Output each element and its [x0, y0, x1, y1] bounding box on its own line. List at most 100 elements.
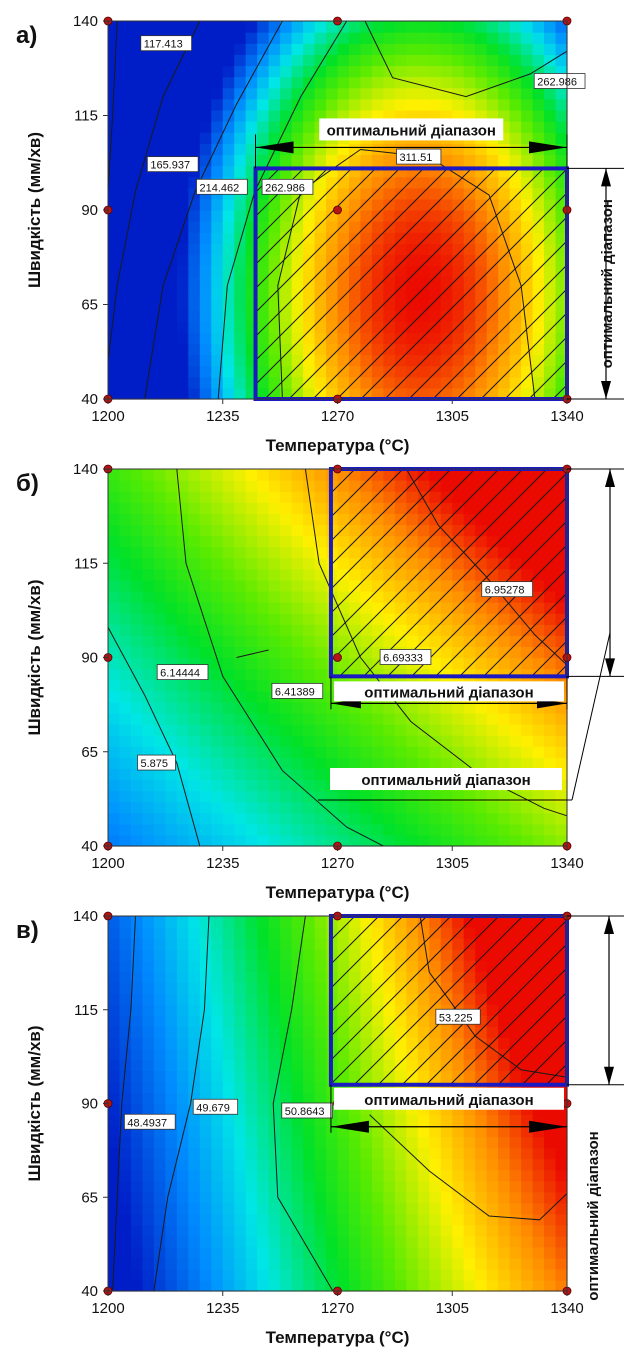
heatmap-cell — [303, 387, 316, 400]
heatmap-cell — [291, 276, 304, 289]
heatmap-cell — [176, 1125, 189, 1138]
heatmap-cell — [383, 1169, 396, 1182]
heatmap-cell — [188, 310, 201, 322]
heatmap-cell — [199, 1169, 212, 1182]
heatmap-cell — [348, 143, 362, 156]
heatmap-cell — [199, 1015, 212, 1027]
heatmap-cell — [245, 210, 258, 222]
heatmap-cell — [211, 982, 224, 994]
heatmap-cell — [153, 657, 166, 670]
heatmap-cell — [532, 1257, 545, 1270]
heatmap-cell — [268, 735, 281, 747]
heatmap-cell — [555, 387, 568, 400]
heatmap-cell — [268, 812, 281, 825]
heatmap-cell — [142, 535, 155, 548]
heatmap-cell — [326, 87, 339, 100]
heatmap-cell — [268, 701, 281, 714]
heatmap-cell — [326, 757, 339, 769]
heatmap-cell — [394, 823, 407, 836]
heatmap-cell — [303, 823, 316, 836]
heatmap-cell — [475, 513, 488, 526]
heatmap-cell — [509, 365, 522, 378]
heatmap-cell — [280, 480, 293, 492]
heatmap-cell — [486, 960, 499, 972]
heatmap-cell — [153, 1059, 166, 1072]
heatmap-cell — [486, 1268, 499, 1281]
heatmap-cell — [257, 557, 270, 570]
heatmap-cell — [521, 1180, 534, 1193]
heatmap-cell — [417, 1257, 430, 1270]
heatmap-cell — [314, 480, 327, 492]
heatmap-cell — [188, 1180, 201, 1193]
heatmap-cell — [119, 321, 132, 333]
heatmap-cell — [280, 812, 293, 825]
heatmap-cell — [544, 43, 557, 55]
heatmap-cell — [211, 298, 224, 311]
heatmap-cell — [280, 960, 293, 972]
heatmap-cell — [199, 757, 212, 769]
heatmap-cell — [280, 624, 293, 636]
heatmap-cell — [291, 768, 304, 781]
heatmap-cell — [383, 387, 396, 400]
heatmap-cell — [314, 834, 327, 847]
heatmap-cell — [314, 321, 327, 333]
heatmap-cell — [245, 143, 258, 156]
heatmap-cell — [544, 387, 557, 400]
heatmap-cell — [326, 365, 339, 378]
heatmap-cell — [108, 1279, 121, 1292]
heatmap-cell — [429, 1136, 442, 1149]
heatmap-cell — [383, 1224, 396, 1237]
heatmap-cell — [188, 43, 201, 55]
heatmap-cell — [130, 535, 144, 548]
heatmap-cell — [291, 1235, 304, 1248]
heatmap-cell — [406, 701, 419, 714]
heatmap-cell — [314, 1235, 327, 1248]
heatmap-cell — [291, 1026, 304, 1038]
heatmap-cell — [429, 927, 442, 939]
contour-label-box — [140, 35, 192, 52]
heatmap-cell — [303, 668, 316, 681]
heatmap-cell — [130, 276, 144, 289]
heatmap-cell — [498, 1125, 511, 1138]
heatmap-cell — [463, 1235, 476, 1248]
heatmap-cell — [348, 735, 362, 747]
heatmap-cell — [142, 1125, 155, 1138]
heatmap-cell — [371, 254, 384, 267]
heatmap-cell — [257, 243, 270, 256]
heatmap-cell — [440, 1268, 453, 1281]
heatmap-cell — [234, 949, 247, 961]
heatmap-cell — [234, 343, 247, 356]
heatmap-cell — [532, 365, 545, 378]
heatmap-cell — [509, 87, 522, 100]
heatmap-cell — [475, 960, 488, 972]
heatmap-cell — [119, 1279, 132, 1292]
heatmap-cell — [142, 332, 155, 345]
heatmap-cell — [211, 321, 224, 333]
heatmap-cell — [521, 513, 534, 526]
heatmap-cell — [303, 568, 316, 581]
heatmap-cell — [165, 354, 178, 367]
heatmap-cell — [544, 916, 557, 928]
heatmap-cell — [130, 590, 144, 603]
heatmap-cell — [521, 65, 534, 78]
range-label-vertical: оптимальний діапазон — [599, 199, 616, 368]
arrowhead-right — [529, 141, 567, 154]
heatmap-cell — [371, 701, 384, 714]
contour-label-box — [281, 1102, 333, 1119]
heatmap-cell — [383, 624, 396, 636]
heatmap-cell — [234, 590, 247, 603]
heatmap-cell — [440, 993, 453, 1005]
heatmap-cell — [153, 54, 166, 67]
heatmap-cell — [429, 757, 442, 769]
heatmap-cell — [108, 1158, 121, 1171]
heatmap-cell — [394, 1004, 407, 1016]
heatmap-cell — [348, 746, 362, 758]
heatmap-cell — [337, 221, 350, 233]
heatmap-cell — [429, 287, 442, 300]
heatmap-cell — [257, 679, 270, 692]
heatmap-cell — [406, 513, 419, 526]
heatmap-cell — [429, 823, 442, 836]
heatmap-cell — [314, 232, 327, 244]
heatmap-cell — [498, 1169, 511, 1182]
heatmap-cell — [509, 491, 522, 503]
